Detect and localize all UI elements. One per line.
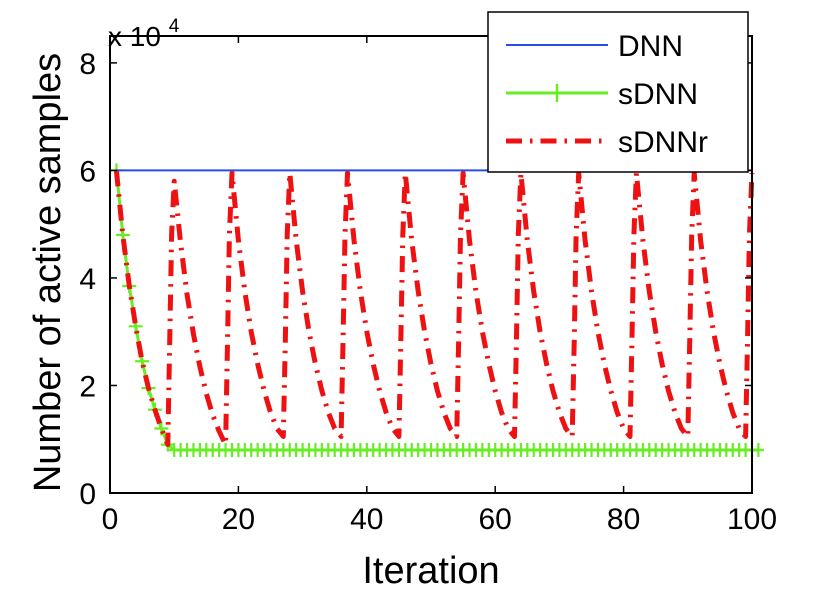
legend-label-sdnnr: sDNNr — [618, 126, 708, 159]
y-axis-multiplier-base: x 10 — [108, 21, 161, 52]
y-tick-label: 2 — [79, 370, 96, 403]
y-tick-label: 6 — [79, 155, 96, 188]
x-tick-label: 20 — [222, 503, 255, 536]
plot-lines — [110, 163, 764, 457]
legend-marker — [548, 84, 566, 102]
x-tick-label: 40 — [350, 503, 383, 536]
x-tick-label: 0 — [102, 503, 119, 536]
series-line-sdnnr — [113, 170, 755, 448]
plot-area-frame — [109, 35, 753, 494]
x-axis-label: Iteration — [362, 550, 499, 592]
x-tick-label: 60 — [479, 503, 512, 536]
axis-ticks: 0 20 40 60 80 100 0 2 4 6 8 — [79, 36, 777, 536]
y-tick-label: 4 — [79, 263, 96, 296]
y-axis-multiplier-exponent: 4 — [169, 16, 180, 37]
legend-label-sdnn: sDNN — [618, 78, 698, 111]
legend-label-dnn: DNN — [618, 30, 683, 63]
x-tick-label: 80 — [607, 503, 640, 536]
y-tick-label: 8 — [79, 48, 96, 81]
y-tick-label: 0 — [79, 478, 96, 511]
x-tick-label: 100 — [727, 503, 777, 536]
legend: DNN sDNN sDNNr — [487, 11, 749, 173]
y-axis-multiplier: x 10 4 — [108, 16, 180, 52]
y-axis-label: Number of active samples — [27, 53, 69, 492]
data-point-marker — [751, 442, 764, 457]
